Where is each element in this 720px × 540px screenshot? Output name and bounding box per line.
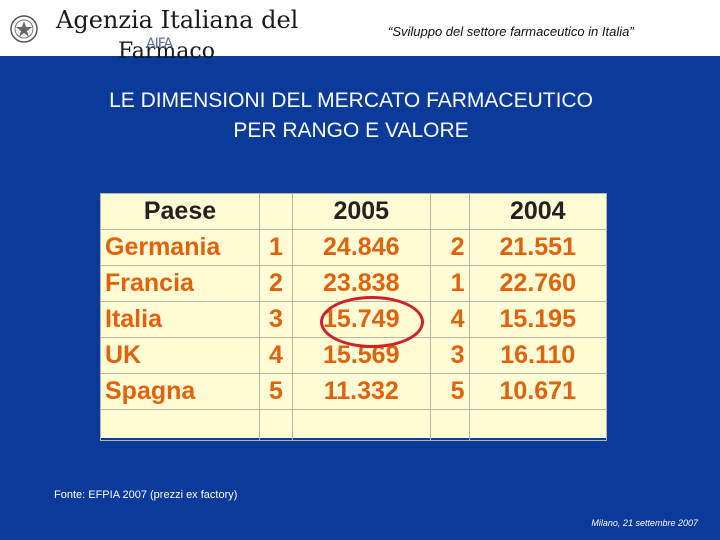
header-country: Paese	[100, 193, 260, 230]
rank-2005-cell: 4	[259, 337, 293, 374]
header-rank-2005	[259, 193, 293, 230]
header-bar: Agenzia Italiana del Farmaco AIFA “Svilu…	[0, 0, 720, 64]
empty-cell	[100, 409, 260, 441]
rank-2005-cell: 3	[259, 301, 293, 338]
italian-republic-emblem-icon	[10, 15, 38, 43]
value-2005-cell: 24.846	[292, 229, 431, 266]
rank-2004-cell: 4	[429, 301, 470, 338]
aifa-logo: AIFA	[146, 36, 173, 52]
country-cell: Spagna	[100, 373, 260, 410]
value-2004-cell: 22.760	[468, 265, 607, 302]
presentation-subtitle: “Sviluppo del settore farmaceutico in It…	[388, 24, 634, 39]
rank-2005-cell: 2	[259, 265, 293, 302]
rank-2004-cell: 2	[429, 229, 470, 266]
italia-highlight-circle	[320, 296, 424, 348]
value-2005-cell: 11.332	[292, 373, 431, 410]
rank-2005-cell: 1	[259, 229, 293, 266]
footer-location-date: Milano, 21 settembre 2007	[591, 518, 698, 528]
empty-cell	[468, 409, 607, 441]
table-row: Francia 2 23.838 1 22.760	[100, 265, 607, 302]
slide-title-line2: PER RANGO E VALORE	[233, 119, 469, 142]
value-2004-cell: 10.671	[468, 373, 607, 410]
rank-2004-cell: 5	[429, 373, 470, 410]
country-cell: Germania	[100, 229, 260, 266]
slide-title: LE DIMENSIONI DEL MERCATO FARMACEUTICO P…	[0, 86, 702, 146]
empty-cell	[259, 409, 293, 441]
country-cell: Francia	[100, 265, 260, 302]
empty-cell	[429, 409, 470, 441]
rank-2005-cell: 5	[259, 373, 293, 410]
value-2004-cell: 21.551	[468, 229, 607, 266]
empty-cell	[292, 409, 431, 441]
value-2004-cell: 15.195	[468, 301, 607, 338]
value-2004-cell: 16.110	[468, 337, 607, 374]
header-2005: 2005	[292, 193, 431, 230]
slide-title-line1: LE DIMENSIONI DEL MERCATO FARMACEUTICO	[109, 89, 593, 112]
agency-name-line2: Farmaco	[118, 39, 215, 64]
source-note: Fonte: EFPIA 2007 (prezzi ex factory)	[54, 489, 238, 501]
table-header-row: Paese 2005 2004	[100, 193, 607, 230]
table-row: Germania 1 24.846 2 21.551	[100, 229, 607, 266]
table-row: Spagna 5 11.332 5 10.671	[100, 373, 607, 410]
agency-name-line1: Agenzia Italiana del	[56, 6, 299, 34]
header-rank-2004	[429, 193, 470, 230]
rank-2004-cell: 1	[429, 265, 470, 302]
value-2005-cell: 15.569	[292, 337, 431, 374]
country-cell: UK	[100, 337, 260, 374]
header-2004: 2004	[468, 193, 607, 230]
rank-2004-cell: 3	[429, 337, 470, 374]
country-cell: Italia	[100, 301, 260, 338]
table-empty-row	[100, 409, 607, 441]
